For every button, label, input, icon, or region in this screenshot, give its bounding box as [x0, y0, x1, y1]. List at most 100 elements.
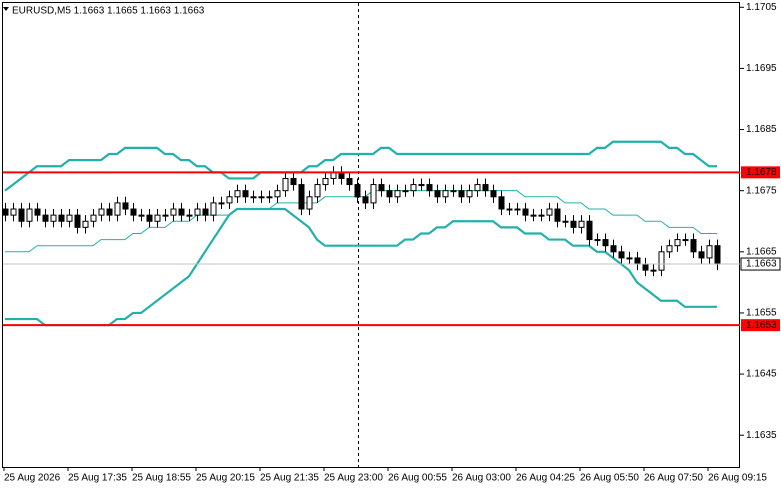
candle-body — [450, 190, 457, 193]
candle-body — [378, 184, 385, 192]
candle-body — [122, 202, 129, 210]
candle-body — [170, 208, 177, 216]
candle-body — [58, 214, 65, 222]
x-tick-label: 26 Aug 04:25 — [516, 473, 575, 484]
candle-body — [178, 208, 185, 216]
candle-body — [458, 190, 465, 198]
candle-body — [202, 208, 209, 216]
candle-body — [466, 190, 473, 198]
candle-body — [314, 184, 321, 198]
candle-body — [34, 208, 41, 216]
y-tick-label: 1.1675 — [746, 185, 777, 196]
y-tick-label: 1.1655 — [746, 308, 777, 319]
candle-body — [490, 190, 497, 198]
y-tick-label: 1.1685 — [746, 124, 777, 135]
y-tick-label: 1.1705 — [746, 2, 777, 13]
candle-body — [154, 214, 161, 222]
x-tick-label: 25 Aug 21:35 — [260, 473, 319, 484]
y-tick-label: 1.1695 — [746, 63, 777, 74]
candle-body — [362, 196, 369, 204]
candle-body — [706, 245, 713, 259]
candle-body — [106, 208, 113, 216]
candle-body — [234, 190, 241, 198]
title-arrow — [3, 7, 9, 11]
candle-body — [82, 220, 89, 228]
candle-body — [162, 214, 169, 217]
candle-body — [578, 220, 585, 228]
candle-body — [130, 208, 137, 216]
candle-body — [386, 190, 393, 198]
candle-body — [306, 196, 313, 210]
x-tick-label: 25 Aug 20:15 — [196, 473, 255, 484]
candle-body — [354, 184, 361, 198]
candle-body — [674, 239, 681, 247]
candle-body — [242, 190, 249, 198]
candle-body — [42, 214, 49, 222]
candle-body — [498, 196, 505, 210]
candle-body — [570, 220, 577, 228]
candle-body — [114, 202, 121, 216]
candle-body — [2, 208, 9, 216]
x-tick-label: 26 Aug 09:15 — [708, 473, 767, 484]
candle-body — [426, 184, 433, 192]
level-label-box — [741, 166, 780, 179]
candle-body — [410, 184, 417, 192]
y-tick-label: 1.1665 — [746, 246, 777, 257]
candle-body — [690, 239, 697, 253]
candle-body — [634, 257, 641, 265]
x-tick-label: 25 Aug 2026 — [4, 473, 61, 484]
candle-body — [610, 245, 617, 253]
candle-body — [666, 245, 673, 253]
candle-body — [522, 208, 529, 216]
candle-body — [346, 177, 353, 186]
candle-body — [138, 214, 145, 217]
x-tick-label: 26 Aug 00:55 — [388, 473, 447, 484]
candle-body — [514, 208, 521, 211]
candle-body — [618, 251, 625, 259]
candle-body — [370, 184, 377, 204]
x-tick-label: 25 Aug 23:00 — [324, 473, 383, 484]
candle-body — [546, 208, 553, 216]
candle-body — [562, 220, 569, 223]
candle-body — [474, 184, 481, 192]
x-tick-label: 25 Aug 18:55 — [132, 473, 191, 484]
candle-body — [682, 239, 689, 242]
last-price-label: 1.1663 — [746, 259, 777, 270]
candle-body — [50, 214, 57, 222]
candle-body — [626, 257, 633, 260]
candle-body — [146, 214, 153, 222]
x-tick-label: 26 Aug 07:50 — [644, 473, 703, 484]
candle-body — [322, 177, 329, 186]
candle-body — [18, 208, 25, 222]
candle-body — [698, 251, 705, 259]
last-price-box — [740, 257, 781, 271]
candle-body — [66, 214, 73, 222]
level-label: 1.1678 — [746, 167, 777, 178]
candle-body — [274, 190, 281, 198]
candle-body — [98, 208, 105, 216]
candle-body — [650, 269, 657, 272]
candle-body — [538, 214, 545, 217]
band-line — [5, 207, 717, 327]
candle-body — [186, 214, 193, 217]
candle-body — [594, 239, 601, 242]
candle-body — [506, 208, 513, 211]
candle-body — [194, 208, 201, 216]
candle-body — [210, 202, 217, 216]
candle-body — [418, 184, 425, 187]
candle-body — [434, 190, 441, 198]
candle-body — [642, 263, 649, 271]
x-tick-label: 26 Aug 03:00 — [452, 473, 511, 484]
candle-body — [482, 184, 489, 192]
candle-body — [226, 196, 233, 204]
candle-body — [530, 214, 537, 217]
candle-body — [586, 220, 593, 241]
candle-body — [218, 202, 225, 205]
band-line — [4, 140, 717, 192]
candle-body — [90, 214, 97, 222]
candle-body — [266, 196, 273, 199]
chart-title: EURUSD,M5 1.1663 1.1665 1.1663 1.1663 — [12, 6, 205, 17]
y-tick-label: 1.1645 — [746, 369, 777, 380]
candle-body — [714, 245, 721, 265]
candle-body — [290, 177, 297, 186]
